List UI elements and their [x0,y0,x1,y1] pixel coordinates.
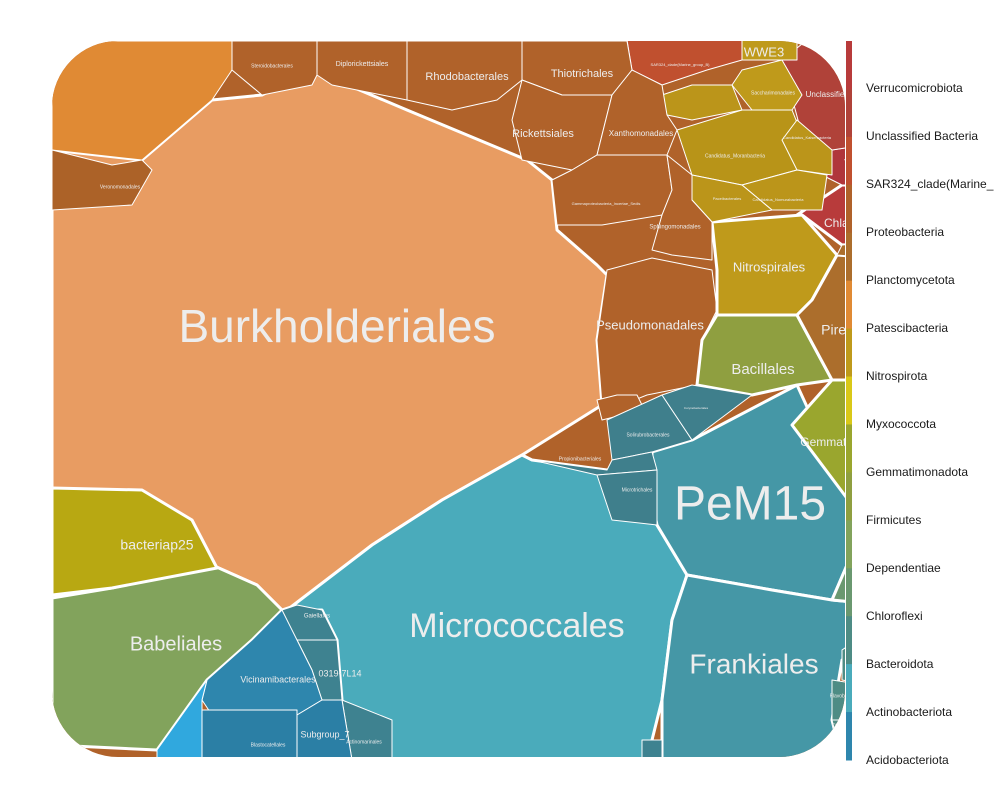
cell-label-frankiales: Frankiales [689,648,818,679]
cell-label-rickettsiales: Rickettsiales [512,128,574,140]
cell-label-diplorickettsiales: Diplorickettsiales [336,61,389,68]
legend-swatch [846,472,852,521]
legend-swatch [846,424,852,473]
cell-gemmatimonadales [790,378,845,512]
cell-wwe3 [741,41,798,61]
legend-label: Chloroflexi [866,609,923,623]
cell-label-bacteriap25: bacteriap25 [120,537,193,553]
cell-label-actinomarinales: Actinomarinales [346,739,382,745]
cell-label-micrococcales: Micrococcales [409,607,624,645]
legend-swatch [846,88,852,138]
legend-label: Proteobacteria [866,225,944,239]
legend-label: Myxococcota [866,417,936,431]
cell-label-flavobacteriales: Flavobacteriales [830,693,867,699]
treemap-cells [52,41,845,757]
legend-swatch [846,568,852,617]
cell-subgroup-7 [296,699,353,757]
cell-plancto-small [836,239,845,261]
cell-flavobacteriales [831,679,845,721]
cell-veronomonadales [52,149,153,211]
cell-label-burkholderiales: Burkholderiales [178,300,495,352]
treemap-labels: Burkholderiales Micrococcales PeM15 Frankia… [100,44,907,748]
cell-label-sphingomonadales: Sphingomonadales [649,225,700,231]
cell-label-veronomonadales: Veronomonadales [100,184,141,190]
legend-label: Acidobacteriota [866,753,949,767]
cell-label-steroidobacterales: Steroidobacterales [251,63,293,69]
cell-label-pem15: PeM15 [674,478,826,531]
legend-swatch [846,232,852,282]
cell-unlabeled-orange [52,41,233,161]
cell-label-microtrichales: Microtrichales [622,487,653,493]
cell-label-sar324: SAR324_clade(Marine_group_B) [651,62,711,67]
legend-label: Patescibacteria [866,321,948,335]
legend-label: Bacteroidota [866,657,934,671]
legend: Verrucomicrobiota Unclassified Bacteria SA… [846,41,994,767]
cell-label-gammaproteobacteria-is: Gammaproteobacteria_Incertae_Sedis [572,201,641,206]
legend-swatch [846,616,852,665]
cell-label-thiotrichales: Thiotrichales [551,68,614,80]
legend-label: Gemmatimonadota [866,465,968,479]
legend-label: Verrucomicrobiota [866,81,963,95]
cell-actino-bottom-small [641,739,663,757]
legend-swatch [846,328,852,378]
cell-label-bacillales: Bacillales [731,361,794,378]
cell-label-candidatus-kaiserbacteria: Candidatus_Kaiserbacteria [783,135,832,140]
legend-swatch [846,136,852,186]
legend-label: Dependentiae [866,561,941,575]
legend-swatch [846,41,852,90]
cell-actino-top [661,384,753,441]
cell-label-vicinamibacterales: Vicinamibacterales [240,674,316,684]
cell-label-subgroup-7: Subgroup_7 [300,729,349,739]
cell-label-solirubrobacterales: Solirubrobacterales [626,432,670,438]
cell-label-pseudomonadales: Pseudomonadales [596,317,704,332]
cell-acido-light [156,679,208,757]
cell-label-0319-7l14: 0319-7L14 [318,668,361,678]
legend-swatch [846,376,852,425]
cell-label-sphingobacteriales: Sphingobacteriales [850,649,893,655]
legend-swatch [846,712,852,761]
cell-label-blastocatellales: Blastocatellales [251,742,286,748]
cell-label-unclassified-bacteria: Unclassified Bacteria [806,90,881,99]
legend-swatch [846,664,852,713]
legend-label: Actinobacteriota [866,705,952,719]
legend-swatch [846,184,852,234]
cell-steroidobacterales [231,41,318,96]
cell-label-chlamydiales: Chlamydiales [824,216,896,230]
cell-label-verrucomicrobiales: Verrucomicrobiales [844,159,904,166]
legend-swatch [846,520,852,569]
cell-solirubrobacterales [606,394,693,461]
cell-blastocatellales [201,709,298,757]
legend-swatch [846,280,852,330]
cell-label-paceibacterales: Paceibacterales [713,196,741,201]
cell-vicinamibacterales [201,609,323,716]
cell-label-babeliales: Babeliales [130,633,222,655]
cell-microtrichales [596,469,658,526]
cell-sphingobacteriales [841,619,845,691]
cell-label-candidatus-moranbacteria: Candidatus_Moranbacteria [705,153,765,159]
cell-label-actino-top: Corynebacteriales [684,406,709,410]
cell-label-nitrospirales: Nitrospirales [733,259,806,274]
cell-label-pirellulales: Pirellulales [821,322,889,338]
cell-bacteriap25 [52,486,219,597]
cell-label-wwe3: WWE3 [744,44,784,59]
cell-label-candidatus-nomurabacteria: Candidatus_Nomurabacteria [753,197,805,202]
cell-label-gemmatimonadales: Gemmatimonadales [800,435,907,449]
cell-chloroflexi-1-20 [830,503,845,612]
legend-label: Unclassified Bacteria [866,129,978,143]
legend-label: Nitrospirota [866,369,928,383]
cell-label-gaiellales: Gaiellales [304,614,330,620]
cell-label-saccharimonadales: Saccharimonadales [751,90,795,96]
cell-label-rhodobacterales: Rhodobacterales [425,71,509,83]
legend-label: Firmicutes [866,513,921,527]
cell-sphingomonadales [651,154,713,261]
cell-label-xanthomonadales: Xanthomonadales [609,129,674,138]
legend-label: Planctomycetota [866,273,955,287]
cell-label-propionibacteriales: Propionibacteriales [559,456,602,462]
legend-label: SAR324_clade(Marine_ [866,177,994,191]
